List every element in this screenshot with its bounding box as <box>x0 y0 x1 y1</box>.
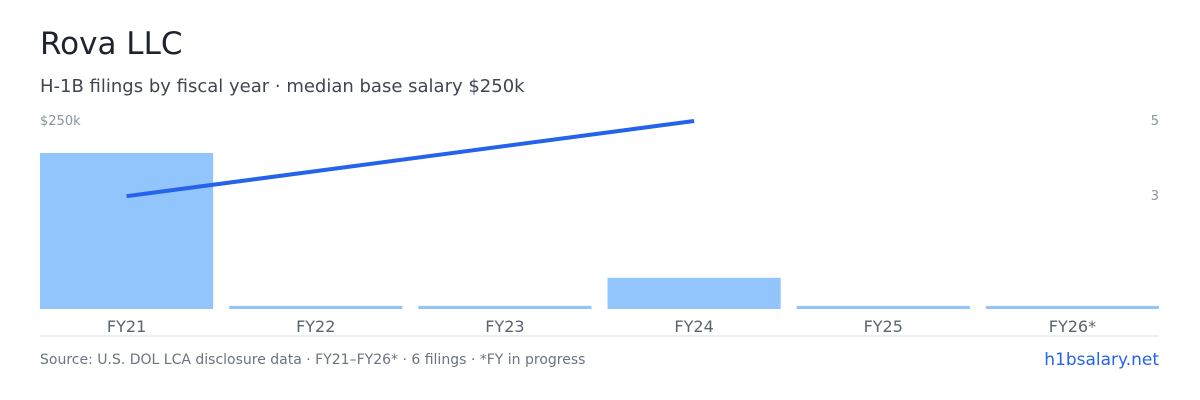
bar-fy23 <box>418 305 592 309</box>
bar-fy24 <box>607 277 781 309</box>
brand-link[interactable]: h1bsalary.net <box>1044 350 1159 370</box>
x-tick-label: FY24 <box>674 317 713 336</box>
salary-line <box>126 119 695 199</box>
x-tick-label: FY25 <box>864 317 903 336</box>
x-tick-label: FY26* <box>1049 317 1096 336</box>
source-note: Source: U.S. DOL LCA disclosure data · F… <box>40 352 586 368</box>
left-axis-tick: $250k <box>40 114 81 129</box>
bar-fy26-partial <box>985 305 1159 309</box>
right-axis-tick: 3 <box>1151 189 1159 204</box>
bar-fy25 <box>796 305 970 309</box>
bar-fy21 <box>40 153 214 309</box>
page-title: Rova LLC <box>40 26 183 62</box>
x-tick-label: FY22 <box>296 317 335 336</box>
right-axis-tick: 5 <box>1151 114 1159 129</box>
bar-fy22 <box>229 305 403 309</box>
x-tick-label: FY21 <box>107 317 146 336</box>
page-subtitle: H-1B filings by fiscal year · median bas… <box>40 76 525 97</box>
x-tick-label: FY23 <box>485 317 524 336</box>
